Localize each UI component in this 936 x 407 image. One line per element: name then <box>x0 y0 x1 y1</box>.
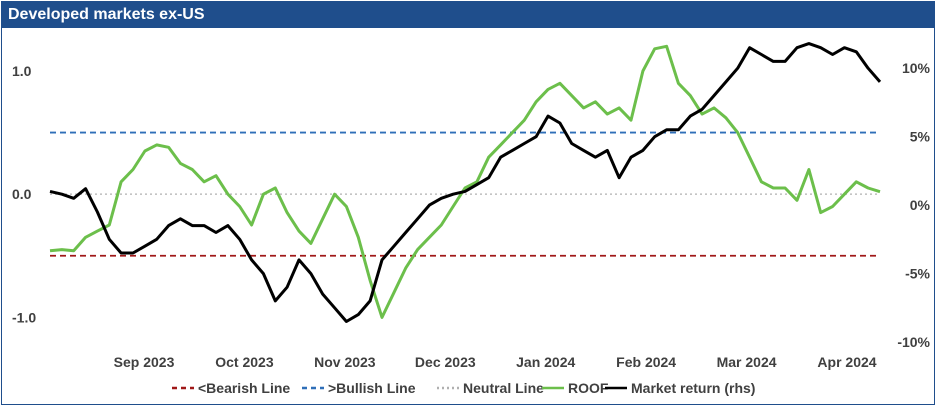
x-tick-label: Sep 2023 <box>114 354 175 370</box>
chart-title: Developed markets ex-US <box>8 6 205 23</box>
right-tick-label: -5% <box>905 266 930 282</box>
x-tick-label: Jan 2024 <box>516 354 575 370</box>
roof-line <box>49 44 881 319</box>
legend-label: Market return (rhs) <box>631 380 755 396</box>
left-tick-label: 0.0 <box>12 186 32 202</box>
left-tick-label: -1.0 <box>12 309 36 325</box>
right-tick-label: -10% <box>897 334 930 350</box>
legend-label: >Bullish Line <box>328 380 416 396</box>
market-return-line <box>49 42 882 323</box>
legend-label: Neutral Line <box>463 380 544 396</box>
x-tick-label: Mar 2024 <box>717 354 777 370</box>
right-tick-label: 10% <box>902 60 931 76</box>
legend-label: <Bearish Line <box>198 380 290 396</box>
title-bar: Developed markets ex-US <box>2 2 934 28</box>
x-tick-label: Nov 2023 <box>314 354 376 370</box>
x-tick-label: Apr 2024 <box>817 354 876 370</box>
legend-label: ROOF <box>568 380 609 396</box>
x-tick-label: Oct 2023 <box>215 354 274 370</box>
right-tick-label: 5% <box>910 129 931 145</box>
x-tick-label: Dec 2023 <box>415 354 476 370</box>
left-tick-label: 1.0 <box>12 63 32 79</box>
x-tick-label: Feb 2024 <box>616 354 676 370</box>
right-tick-label: 0% <box>910 197 931 213</box>
